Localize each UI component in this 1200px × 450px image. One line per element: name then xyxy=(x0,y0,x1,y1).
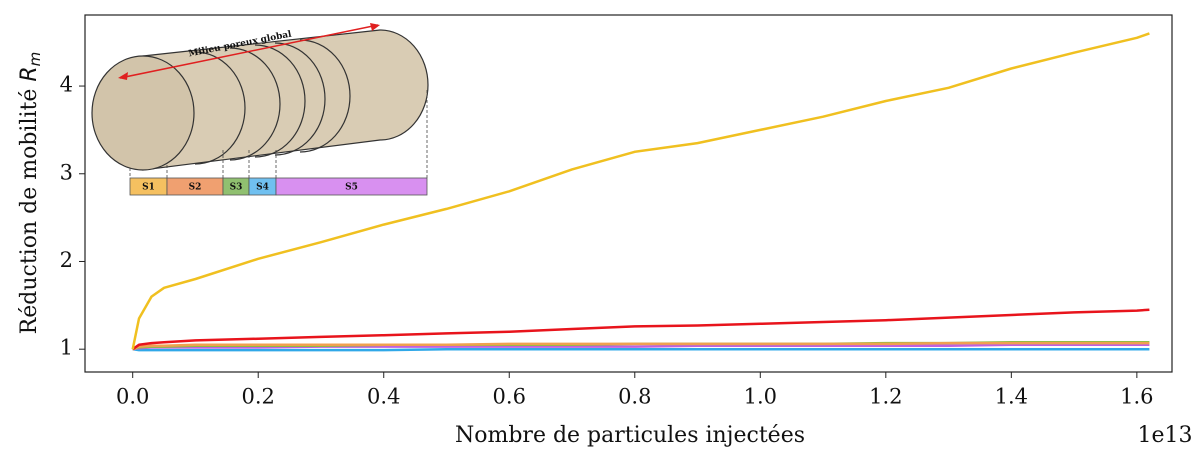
x-tick-label: 1.6 xyxy=(1120,385,1153,409)
x-tick-label: 0.6 xyxy=(493,385,526,409)
series-line xyxy=(132,347,1150,352)
series-line xyxy=(131,32,1150,350)
x-offset-label: 1e13 xyxy=(1137,423,1192,448)
segment-label: S2 xyxy=(189,183,202,193)
y-tick-label: 4 xyxy=(60,73,73,97)
segment-label: S3 xyxy=(230,183,243,193)
x-tick-label: 0.8 xyxy=(618,385,651,409)
x-axis-title: Nombre de particules injectées xyxy=(455,423,805,448)
series-line xyxy=(132,341,1150,351)
cylinder-cut xyxy=(274,42,326,156)
segment-label: S4 xyxy=(256,183,269,193)
y-tick-label: 1 xyxy=(60,336,73,360)
guides xyxy=(129,90,428,178)
plot-frame xyxy=(84,14,1173,373)
y-tick-label: 2 xyxy=(60,248,73,272)
cylinder-body xyxy=(142,29,429,171)
lines xyxy=(131,32,1150,352)
inset-diagram: Milieu poreux global S1 S2 S3 S4 S5 xyxy=(91,23,429,196)
y-title-symbol: R xyxy=(17,66,42,81)
y-tick-label: 3 xyxy=(60,160,73,184)
cylinder-cut xyxy=(229,47,281,161)
arrow-head xyxy=(118,72,128,80)
x-tick-label: 0.2 xyxy=(242,385,275,409)
x-tick-label: 0.4 xyxy=(367,385,400,409)
x-tick-label: 1.0 xyxy=(744,385,777,409)
cylinder-face xyxy=(91,55,195,171)
cylinder-cut xyxy=(299,39,351,153)
x-tick-label: 1.4 xyxy=(995,385,1028,409)
segment-label: S1 xyxy=(142,183,155,193)
segments: S1 S2 S3 S4 S5 xyxy=(129,177,428,196)
cylinder-cut xyxy=(254,44,306,158)
segment-label: S5 xyxy=(345,183,358,193)
x-tick-label: 0.0 xyxy=(116,385,149,409)
y-title-subscript: m xyxy=(26,52,44,67)
y-axis-title: Réduction de mobilité Rm xyxy=(17,52,44,335)
y-title-text: Réduction de mobilité xyxy=(17,82,42,335)
series-line xyxy=(131,308,1150,351)
arrow-head xyxy=(370,23,380,31)
x-tick-label: 1.2 xyxy=(869,385,902,409)
arrow-line xyxy=(119,24,379,79)
segment xyxy=(275,177,428,196)
